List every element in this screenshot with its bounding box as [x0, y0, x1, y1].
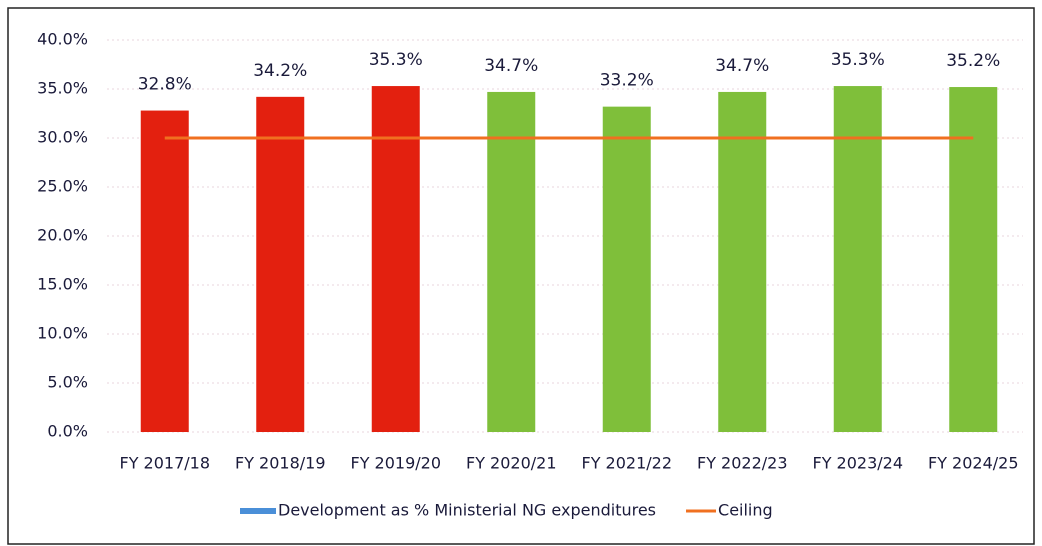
y-tick-label: 15.0% [37, 275, 88, 294]
bar [487, 91, 536, 432]
y-tick-label: 25.0% [37, 177, 88, 196]
x-tick-label: FY 2022/23 [697, 454, 788, 473]
bar [833, 86, 882, 432]
bar [140, 110, 189, 432]
data-label: 35.2% [946, 51, 1000, 71]
data-label: 35.3% [369, 50, 423, 70]
y-tick-label: 20.0% [37, 226, 88, 245]
x-tick-label: FY 2024/25 [928, 454, 1019, 473]
x-tick-label: FY 2017/18 [119, 454, 210, 473]
data-label: 33.2% [600, 71, 654, 91]
data-label: 35.3% [831, 50, 885, 70]
data-label: 34.2% [253, 61, 307, 81]
data-label: 34.7% [484, 56, 538, 76]
legend-label: Ceiling [718, 501, 773, 520]
y-tick-label: 10.0% [37, 324, 88, 343]
chart-frame [7, 7, 1035, 545]
bar [718, 91, 767, 432]
bar [256, 96, 305, 432]
bar [602, 106, 651, 432]
y-tick-label: 0.0% [47, 422, 88, 441]
bar [371, 86, 420, 432]
y-tick-label: 30.0% [37, 128, 88, 147]
y-tick-label: 40.0% [37, 30, 88, 49]
x-tick-label: FY 2020/21 [466, 454, 557, 473]
x-tick-label: FY 2019/20 [350, 454, 441, 473]
legend-label: Development as % Ministerial NG expendit… [278, 501, 656, 520]
legend-swatch [240, 508, 276, 514]
data-label: 32.8% [138, 75, 192, 95]
x-tick-label: FY 2021/22 [581, 454, 672, 473]
x-tick-label: FY 2023/24 [812, 454, 903, 473]
data-label: 34.7% [715, 56, 769, 76]
bar [949, 87, 998, 432]
y-tick-label: 35.0% [37, 79, 88, 98]
y-tick-label: 5.0% [47, 373, 88, 392]
x-tick-label: FY 2018/19 [235, 454, 326, 473]
